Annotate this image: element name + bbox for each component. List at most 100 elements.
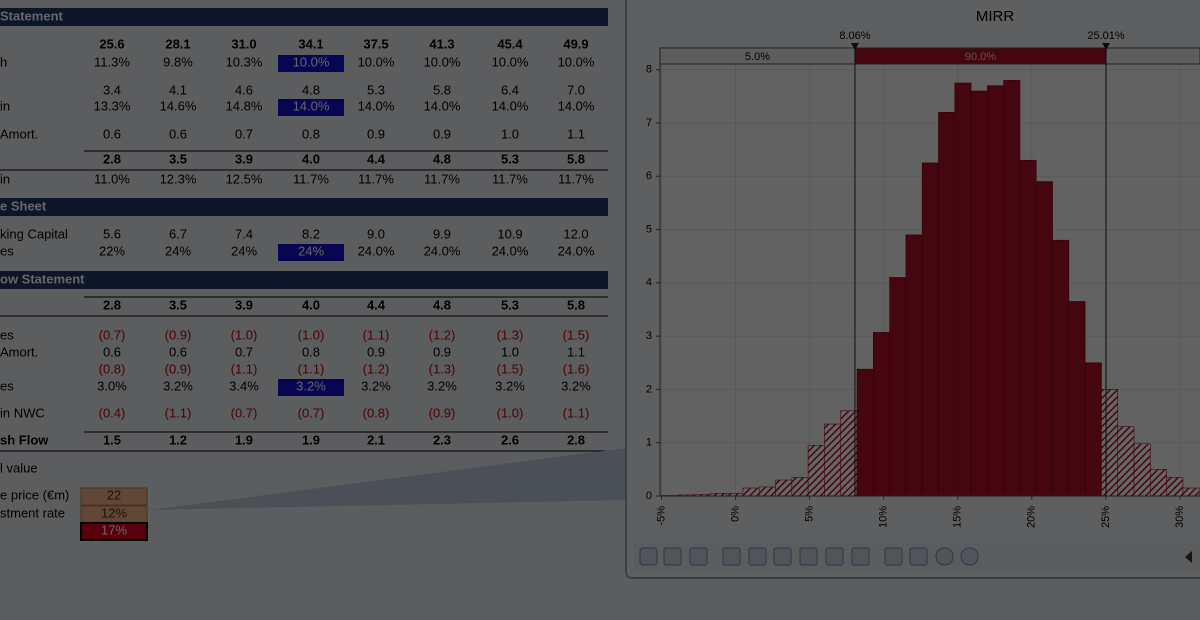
cell: 4.4 [367, 151, 386, 166]
cell: 7.0 [567, 82, 585, 97]
cell: 28.1 [165, 36, 190, 51]
row-label: in [0, 171, 10, 186]
cell: 2.1 [367, 432, 385, 447]
cell: 41.3 [429, 36, 454, 51]
cell: 5.3 [367, 82, 385, 97]
cell: (1.1) [363, 327, 390, 342]
tool-button[interactable] [851, 547, 870, 566]
cell: 12.5% [226, 171, 263, 186]
input-value: 22 [107, 487, 121, 502]
tool-button[interactable] [825, 547, 844, 566]
cell: (1.2) [429, 327, 456, 342]
cell: (1.3) [429, 361, 456, 376]
x-tick-label: 20% [1026, 506, 1038, 528]
cell: 10.0% [492, 54, 529, 69]
section-header [0, 8, 608, 26]
tool-button[interactable] [773, 547, 792, 566]
cell: 3.5 [169, 151, 187, 166]
tool-button[interactable] [884, 547, 903, 566]
histogram-bar [954, 82, 972, 497]
cell: 3.2% [495, 378, 525, 393]
cell: 2.3 [433, 432, 451, 447]
cell: 0.6 [103, 344, 121, 359]
histogram-bar [824, 423, 842, 497]
row-label: Amort. [0, 344, 38, 359]
tool-button[interactable] [639, 547, 658, 566]
input-value: 17% [101, 522, 127, 537]
cell: 24.0% [492, 243, 529, 258]
cell: 14.0% [293, 98, 330, 113]
cell: 14.6% [160, 98, 197, 113]
histogram-bar [970, 90, 988, 497]
histogram-bar [1084, 362, 1102, 497]
cell: (1.1) [298, 361, 325, 376]
cell: (1.0) [231, 327, 258, 342]
cell: 1.0 [501, 344, 519, 359]
cell: (0.8) [363, 405, 390, 420]
tool-button[interactable] [722, 547, 741, 566]
y-tick-label: 6 [646, 170, 652, 182]
cell: 14.0% [492, 98, 529, 113]
cell: 9.9 [433, 226, 451, 241]
cell: 3.5 [169, 297, 187, 312]
tool-button[interactable] [799, 547, 818, 566]
cell: 1.1 [567, 344, 585, 359]
cell: 6.4 [501, 82, 519, 97]
tool-button[interactable] [909, 547, 928, 566]
cell: 11.7% [358, 171, 394, 186]
cell: 3.4% [229, 378, 259, 393]
tool-button[interactable] [935, 547, 954, 566]
y-tick-label: 8 [646, 64, 652, 76]
tool-button[interactable] [960, 547, 979, 566]
cell: 9.0 [367, 226, 385, 241]
tool-button[interactable] [748, 547, 767, 566]
tool-button[interactable] [689, 547, 708, 566]
cell: 0.7 [235, 126, 253, 141]
cell: (0.9) [165, 327, 192, 342]
cell: 14.0% [558, 98, 595, 113]
row-label: es [0, 378, 14, 393]
delimiter-label: 8.06% [839, 30, 870, 42]
cell: 10.3% [226, 54, 263, 69]
histogram-bar [856, 368, 874, 497]
cell: 0.6 [169, 126, 187, 141]
cell: 0.9 [433, 344, 451, 359]
cell: 3.2% [163, 378, 193, 393]
row-label: h [0, 54, 7, 69]
cell: (0.7) [99, 327, 126, 342]
section-title: ow Statement [0, 271, 85, 286]
delimiter-label: 25.01% [1087, 30, 1125, 42]
cell: 5.8 [433, 82, 451, 97]
cell: 5.3 [501, 151, 519, 166]
cell: 3.9 [235, 151, 253, 166]
row-label: in [0, 98, 10, 113]
cell: 14.0% [424, 98, 461, 113]
cell: 3.2% [561, 378, 591, 393]
cell: 24.0% [358, 243, 395, 258]
cell: 3.2% [361, 378, 391, 393]
cell: 24% [298, 243, 324, 258]
cell: 1.9 [302, 432, 320, 447]
tool-button[interactable] [663, 547, 682, 566]
cell: 5.8 [567, 151, 585, 166]
cell: 24% [231, 243, 257, 258]
cell: 8.2 [302, 226, 320, 241]
row-label: es [0, 327, 14, 342]
histogram-bar [1117, 426, 1135, 497]
histogram-bar [1035, 181, 1053, 497]
cell: 0.9 [433, 126, 451, 141]
toolbar [634, 543, 1200, 571]
section-header [0, 271, 608, 289]
cell: 5.3 [501, 297, 519, 312]
cell: (0.9) [429, 405, 456, 420]
cell: (1.0) [298, 327, 325, 342]
x-tick-label: 15% [952, 506, 964, 528]
input-label: stment rate [0, 505, 65, 520]
cell: (1.2) [363, 361, 390, 376]
cell: 10.0% [424, 54, 461, 69]
cell: 12.0 [563, 226, 588, 241]
histogram-bar [921, 162, 939, 497]
x-tick-label: 10% [878, 506, 890, 528]
cell: 3.2% [427, 378, 457, 393]
